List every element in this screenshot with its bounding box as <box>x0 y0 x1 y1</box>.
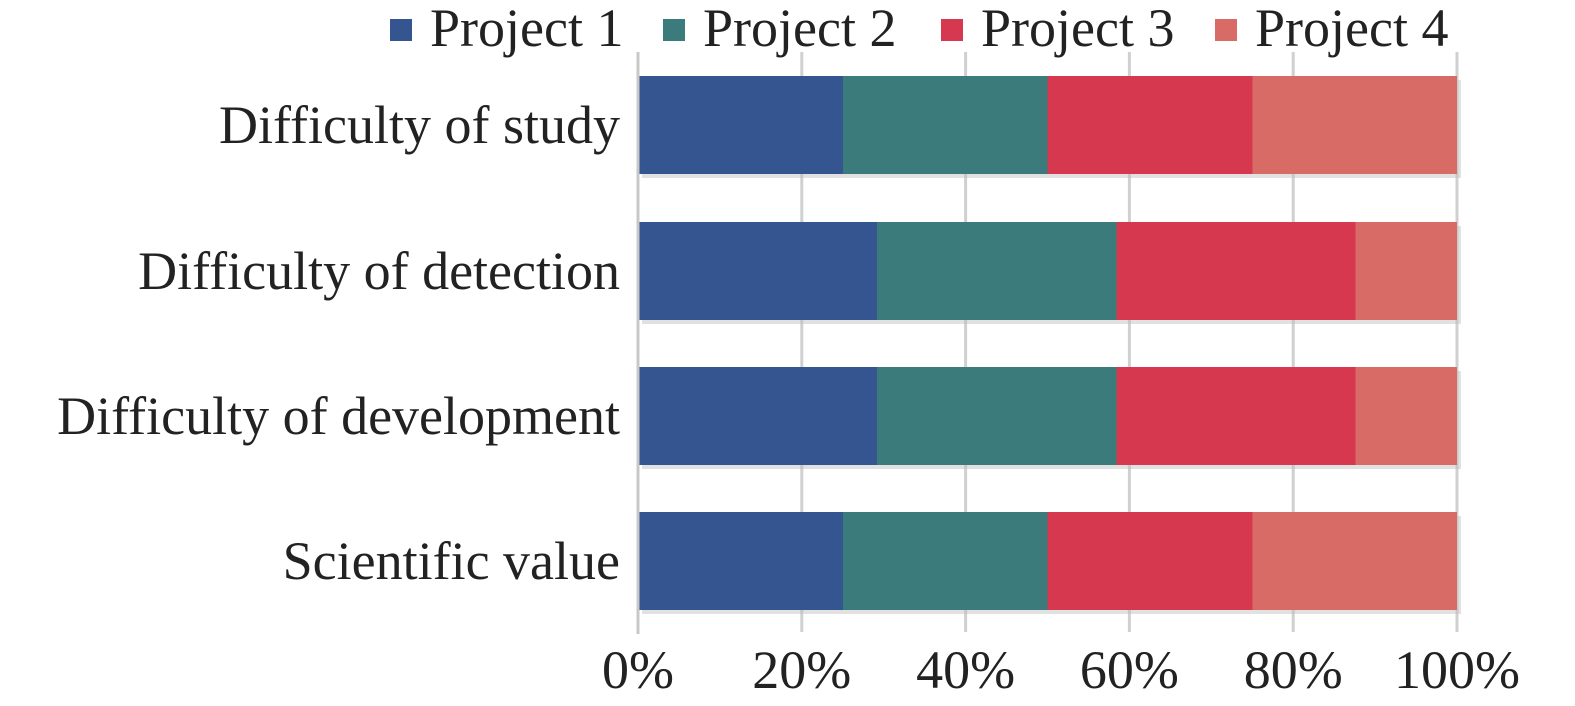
bar-segment-project-2-row-4 <box>842 512 1048 610</box>
legend-item-project-1: Project 1 <box>390 0 623 58</box>
x-tick-label: 0% <box>602 640 674 700</box>
bar-segment-project-1-row-4 <box>638 512 843 610</box>
bar-segment-project-1-row-3 <box>638 367 878 465</box>
x-tick-label: 40% <box>916 640 1015 700</box>
legend-label: Project 4 <box>1255 0 1448 58</box>
bar-segment-project-1-row-1 <box>638 76 843 174</box>
legend-swatch <box>1215 19 1237 41</box>
legend-swatch <box>663 19 685 41</box>
bar-segment-project-3-row-4 <box>1047 512 1253 610</box>
category-label: Scientific value <box>283 531 620 591</box>
legend-swatch <box>941 19 963 41</box>
legend-label: Project 1 <box>430 0 623 58</box>
category-label: Difficulty of detection <box>138 241 620 301</box>
legend-label: Project 2 <box>703 0 896 58</box>
bar-segment-project-4-row-1 <box>1252 76 1457 174</box>
bar-segment-project-2-row-3 <box>877 367 1117 465</box>
bar-segment-project-1-row-2 <box>638 222 878 320</box>
x-tick-label: 20% <box>752 640 851 700</box>
x-tick-labels: 0% 20% 40% 60% 80% 100% <box>602 640 1520 700</box>
bar-segment-project-4-row-4 <box>1252 512 1457 610</box>
bar-segment-project-4-row-3 <box>1355 367 1457 465</box>
bar-segment-project-2-row-2 <box>877 222 1117 320</box>
bar-segment-project-3-row-1 <box>1047 76 1253 174</box>
x-tick-label: 60% <box>1080 640 1179 700</box>
x-tick-label: 100% <box>1394 640 1520 700</box>
legend-item-project-4: Project 4 <box>1215 0 1448 58</box>
bar-segment-project-4-row-2 <box>1355 222 1457 320</box>
bar-segment-project-3-row-2 <box>1116 222 1356 320</box>
legend: Project 1 Project 2 Project 3 Project 4 <box>390 0 1448 58</box>
bar-segment-project-2-row-1 <box>842 76 1048 174</box>
bars <box>638 76 1461 614</box>
legend-label: Project 3 <box>981 0 1174 58</box>
legend-swatch <box>390 19 412 41</box>
bar-segment-project-3-row-3 <box>1116 367 1356 465</box>
category-label: Difficulty of development <box>57 386 620 446</box>
legend-item-project-3: Project 3 <box>941 0 1174 58</box>
x-tick-label: 80% <box>1244 640 1343 700</box>
category-label: Difficulty of study <box>219 95 620 155</box>
legend-item-project-2: Project 2 <box>663 0 896 58</box>
category-labels: Difficulty of study Difficulty of detecti… <box>57 95 620 591</box>
